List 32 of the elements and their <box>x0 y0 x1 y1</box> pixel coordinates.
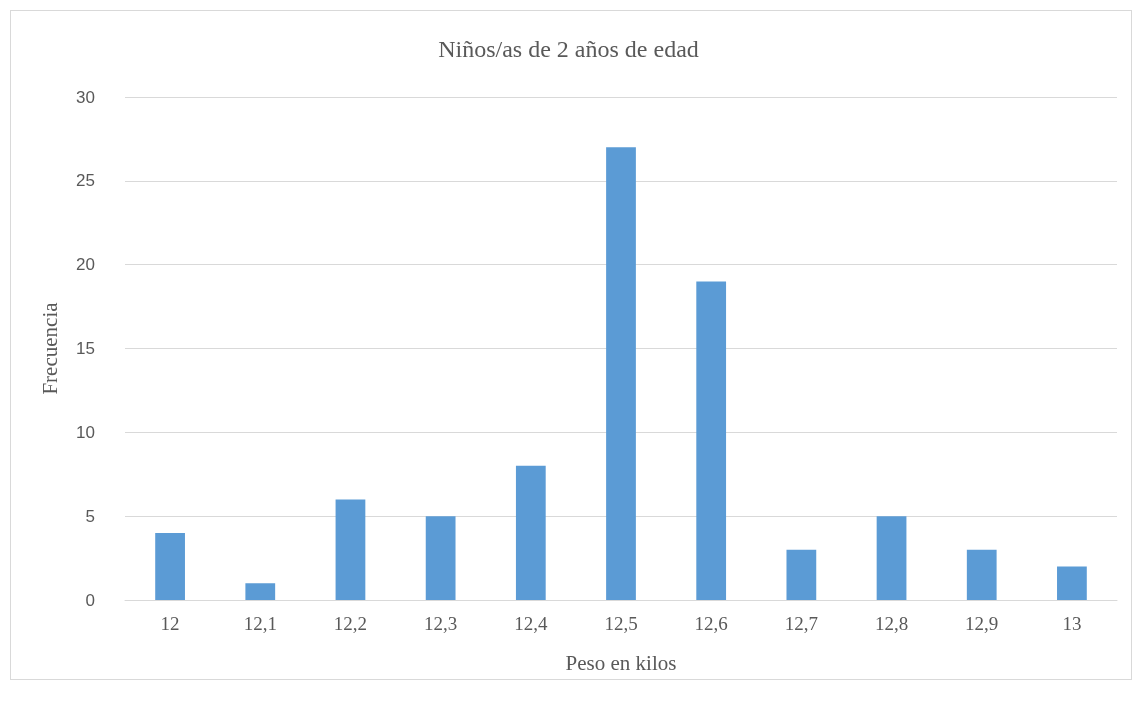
x-tick-label: 12,4 <box>514 613 548 634</box>
bar <box>1057 566 1087 600</box>
y-tick-label: 5 <box>85 506 95 526</box>
x-tick-label: 12,2 <box>333 613 368 634</box>
bar <box>155 532 185 600</box>
bar <box>606 147 636 600</box>
x-tick-label: 12,8 <box>874 613 909 634</box>
y-tick-label: 15 <box>76 339 95 358</box>
x-axis-title: Peso en kilos <box>565 650 677 675</box>
x-tick-label: 12 <box>160 613 180 634</box>
x-tick-label: 12,5 <box>604 613 638 634</box>
bar <box>335 499 366 600</box>
bar <box>425 516 456 600</box>
x-tick-label: 12,1 <box>243 613 277 634</box>
y-tick-label: 25 <box>76 171 95 191</box>
x-tick-label: 12,9 <box>965 613 999 634</box>
bar <box>876 516 907 600</box>
bar <box>515 465 546 600</box>
x-tick-label: 12,6 <box>694 613 728 634</box>
y-tick-label: 30 <box>76 87 95 107</box>
y-tick-label: 20 <box>76 255 95 275</box>
chart-title: Niños/as de 2 años de edad <box>438 36 699 62</box>
bar <box>966 549 997 600</box>
y-axis-title: Frecuencia <box>37 301 62 395</box>
bar <box>786 549 817 600</box>
y-tick-label: 10 <box>76 422 95 442</box>
x-tick-label: 13 <box>1062 613 1082 634</box>
x-tick-label: 12,3 <box>424 613 458 634</box>
y-tick-label: 0 <box>85 590 95 610</box>
x-tick-label: 12,7 <box>784 613 818 634</box>
bar <box>696 281 727 600</box>
bar <box>245 583 276 600</box>
